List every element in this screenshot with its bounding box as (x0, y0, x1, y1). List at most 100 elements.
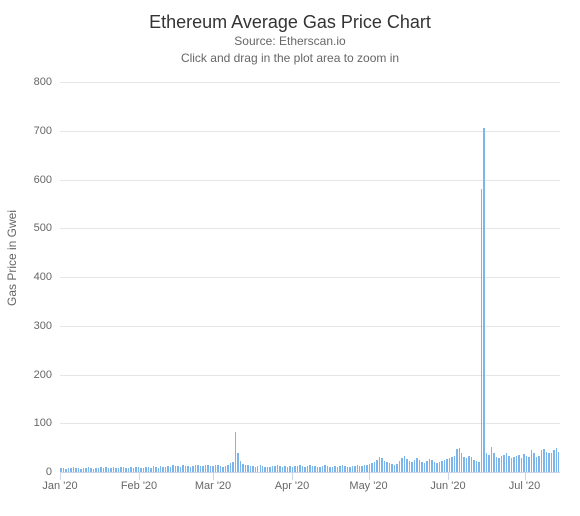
bar[interactable] (424, 463, 425, 472)
bar[interactable] (521, 458, 522, 472)
bar[interactable] (319, 467, 320, 472)
bar[interactable] (192, 466, 193, 472)
bar[interactable] (242, 464, 243, 472)
bar[interactable] (478, 462, 479, 472)
bar[interactable] (444, 460, 445, 472)
bar[interactable] (88, 467, 89, 472)
bar[interactable] (143, 468, 144, 472)
bar[interactable] (120, 467, 121, 472)
bar[interactable] (162, 467, 163, 472)
bar[interactable] (409, 461, 410, 472)
bar[interactable] (381, 458, 382, 472)
bar[interactable] (113, 467, 114, 472)
bar[interactable] (426, 461, 427, 472)
bar[interactable] (429, 459, 430, 472)
bar[interactable] (406, 459, 407, 472)
bar[interactable] (125, 468, 126, 472)
bar[interactable] (80, 469, 81, 472)
bar[interactable] (556, 448, 557, 472)
bar[interactable] (466, 458, 467, 472)
bar[interactable] (488, 455, 489, 472)
bar[interactable] (416, 458, 417, 472)
bar[interactable] (322, 466, 323, 472)
bar[interactable] (506, 453, 507, 472)
bar[interactable] (98, 468, 99, 472)
bar[interactable] (128, 468, 129, 472)
bar[interactable] (272, 466, 273, 472)
bar[interactable] (431, 460, 432, 472)
bar[interactable] (347, 467, 348, 472)
bar[interactable] (292, 467, 293, 472)
bar[interactable] (172, 465, 173, 472)
bar[interactable] (454, 456, 455, 472)
bar[interactable] (518, 455, 519, 472)
bar[interactable] (364, 465, 365, 472)
bar[interactable] (446, 459, 447, 472)
bar[interactable] (232, 462, 233, 472)
bar[interactable] (523, 454, 524, 472)
bar[interactable] (401, 458, 402, 472)
bar[interactable] (366, 465, 367, 472)
bar[interactable] (200, 466, 201, 472)
bar[interactable] (227, 465, 228, 472)
bar[interactable] (503, 455, 504, 472)
bar[interactable] (75, 468, 76, 472)
bar[interactable] (70, 468, 71, 472)
bar[interactable] (473, 460, 474, 472)
bar[interactable] (180, 467, 181, 472)
bar[interactable] (255, 467, 256, 472)
bar[interactable] (337, 467, 338, 472)
bar[interactable] (513, 457, 514, 472)
bar[interactable] (493, 453, 494, 473)
bar[interactable] (531, 450, 532, 472)
bar[interactable] (205, 465, 206, 472)
bar[interactable] (267, 467, 268, 472)
bar[interactable] (237, 453, 238, 473)
bar[interactable] (317, 467, 318, 472)
bar[interactable] (307, 466, 308, 472)
bar[interactable] (274, 466, 275, 472)
bar[interactable] (73, 467, 74, 472)
bar[interactable] (133, 468, 134, 472)
bar[interactable] (508, 456, 509, 472)
bar[interactable] (165, 467, 166, 472)
bar[interactable] (414, 460, 415, 472)
bar[interactable] (284, 466, 285, 472)
bar[interactable] (339, 466, 340, 472)
bar[interactable] (279, 466, 280, 472)
bar[interactable] (463, 457, 464, 472)
bar[interactable] (105, 467, 106, 472)
bar[interactable] (190, 467, 191, 472)
bar[interactable] (389, 463, 390, 472)
bar[interactable] (399, 461, 400, 472)
bar[interactable] (538, 456, 539, 472)
bar[interactable] (441, 461, 442, 472)
bar[interactable] (332, 467, 333, 472)
bar[interactable] (511, 458, 512, 472)
bar[interactable] (501, 456, 502, 472)
bar[interactable] (459, 448, 460, 472)
bar[interactable] (93, 469, 94, 472)
bar[interactable] (461, 453, 462, 472)
bar[interactable] (150, 468, 151, 472)
bar[interactable] (297, 466, 298, 472)
bar[interactable] (396, 464, 397, 472)
bar[interactable] (352, 466, 353, 472)
bar[interactable] (220, 466, 221, 472)
bar[interactable] (476, 461, 477, 472)
bar[interactable] (235, 432, 236, 472)
bar[interactable] (359, 466, 360, 472)
bar[interactable] (140, 468, 141, 472)
bar[interactable] (533, 453, 534, 472)
bar[interactable] (391, 464, 392, 472)
bar[interactable] (541, 450, 542, 472)
bar[interactable] (83, 468, 84, 472)
bar[interactable] (212, 466, 213, 472)
bar[interactable] (123, 467, 124, 472)
bar[interactable] (247, 465, 248, 472)
bar[interactable] (344, 466, 345, 472)
bar[interactable] (155, 467, 156, 472)
bar[interactable] (257, 466, 258, 472)
bar[interactable] (100, 467, 101, 472)
bar[interactable] (197, 465, 198, 472)
